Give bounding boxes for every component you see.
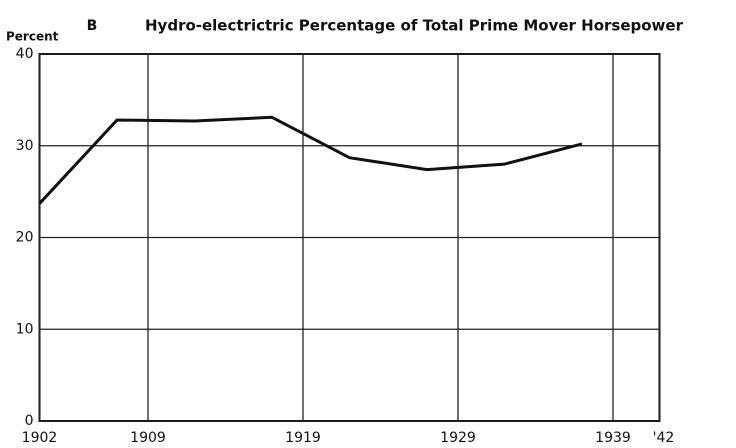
chart-title: Hydro-electrictric Percentage of Total P…: [145, 17, 684, 35]
y-tick-label: 10: [16, 321, 34, 337]
data-line: [38, 115, 583, 205]
y-tick-label: 20: [16, 230, 34, 246]
x-tick-label: 1909: [130, 430, 166, 446]
x-tick-label: 1939: [595, 430, 631, 446]
y-tick-label: 0: [25, 413, 34, 429]
panel-label: B: [87, 18, 98, 34]
x-tick-label: 1902: [22, 430, 58, 446]
x-tick-label: 1929: [440, 430, 476, 446]
x-tick-label: 1919: [285, 430, 321, 446]
y-axis-label: Percent: [6, 30, 59, 44]
y-tick-label: 30: [16, 138, 34, 154]
x-tick-label: '42: [653, 430, 675, 446]
y-tick-label: 40: [16, 46, 34, 62]
